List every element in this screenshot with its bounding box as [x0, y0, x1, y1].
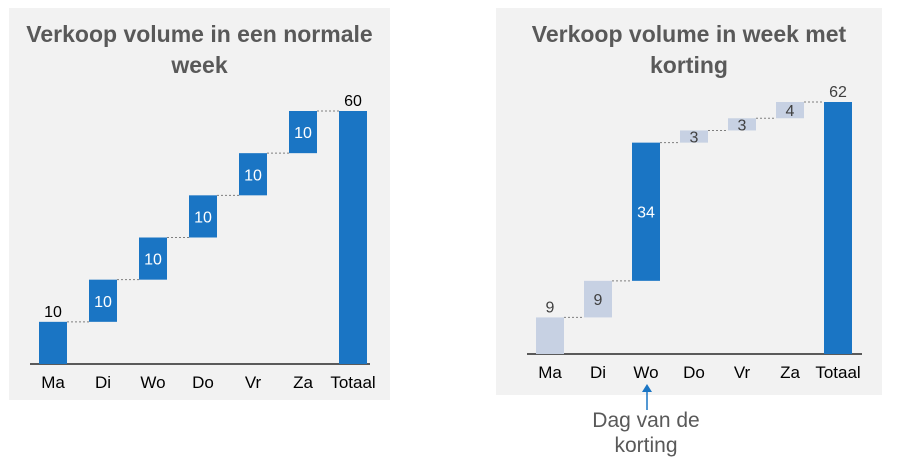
category-label: Totaal	[330, 373, 375, 392]
category-label: Za	[293, 373, 313, 392]
data-label: 62	[829, 84, 847, 101]
bar-di	[89, 279, 117, 322]
data-label: 10	[294, 125, 312, 142]
data-label: 9	[594, 292, 603, 309]
category-label: Totaal	[815, 363, 860, 382]
bar-do	[680, 130, 708, 143]
category-label: Ma	[41, 373, 65, 392]
bar-ma	[536, 317, 564, 354]
bar-di	[584, 280, 612, 318]
bar-wo	[139, 237, 167, 280]
bar-vr	[239, 153, 267, 196]
bar-za	[776, 102, 804, 119]
category-label: Wo	[140, 373, 165, 392]
data-label: 34	[637, 205, 655, 222]
bar-totaal	[339, 111, 367, 364]
bar-vr	[728, 118, 756, 131]
annotation-line-1: Dag van de	[592, 409, 700, 432]
data-label: 3	[690, 130, 699, 147]
data-label: 10	[244, 167, 262, 184]
chart-title: Verkoop volume in week met korting	[531, 21, 847, 78]
bar-do	[189, 195, 217, 238]
data-label: 60	[344, 93, 362, 110]
chart-title: Verkoop volume in een normale week	[26, 21, 373, 78]
bar-wo	[632, 142, 660, 281]
data-label: 10	[144, 252, 162, 269]
data-label: 10	[94, 294, 112, 311]
bar-za	[289, 111, 317, 154]
category-label: Za	[780, 363, 800, 382]
data-label: 4	[786, 103, 795, 120]
category-label: Wo	[633, 363, 658, 382]
discount-day-annotation: Dag van de korting	[566, 408, 726, 458]
annotation-line-2: korting	[614, 434, 678, 457]
bar-ma	[39, 321, 67, 364]
data-label: 3	[738, 117, 747, 134]
data-label: 10	[194, 209, 212, 226]
category-label: Di	[95, 373, 111, 392]
category-label: Do	[192, 373, 214, 392]
data-label: 9	[546, 299, 555, 316]
category-label: Vr	[734, 363, 751, 382]
category-label: Do	[683, 363, 705, 382]
bar-totaal	[824, 102, 852, 354]
category-label: Di	[590, 363, 606, 382]
chart-panel-normal-week: Verkoop volume in een normale week	[9, 8, 390, 400]
category-label: Vr	[245, 373, 262, 392]
category-label: Ma	[538, 363, 562, 382]
data-label: 10	[44, 304, 62, 321]
